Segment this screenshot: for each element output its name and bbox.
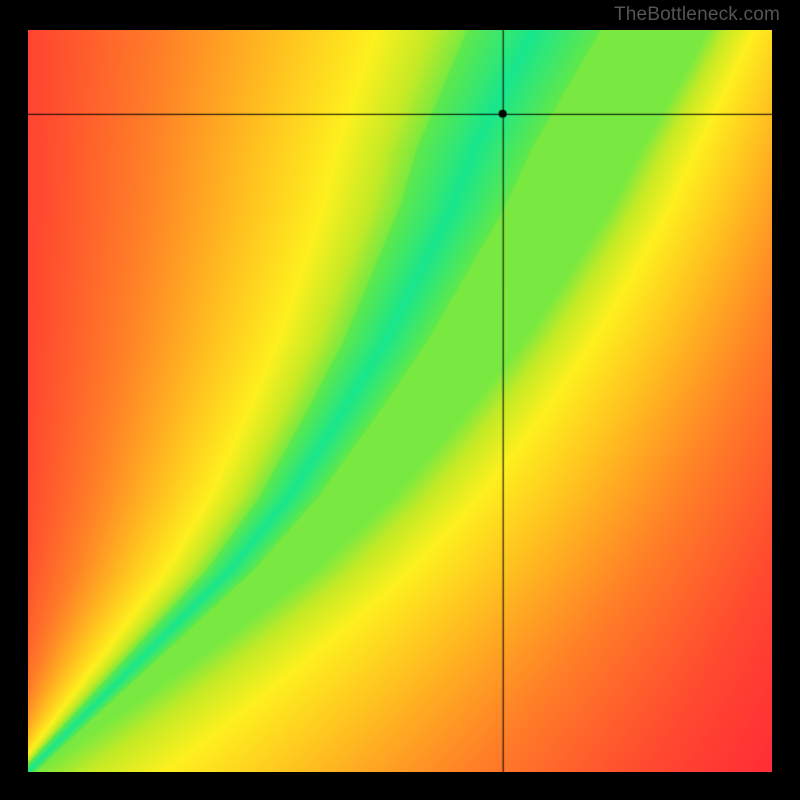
heatmap-frame bbox=[28, 30, 772, 772]
bottleneck-heatmap bbox=[28, 30, 772, 772]
watermark-text: TheBottleneck.com bbox=[614, 4, 780, 26]
